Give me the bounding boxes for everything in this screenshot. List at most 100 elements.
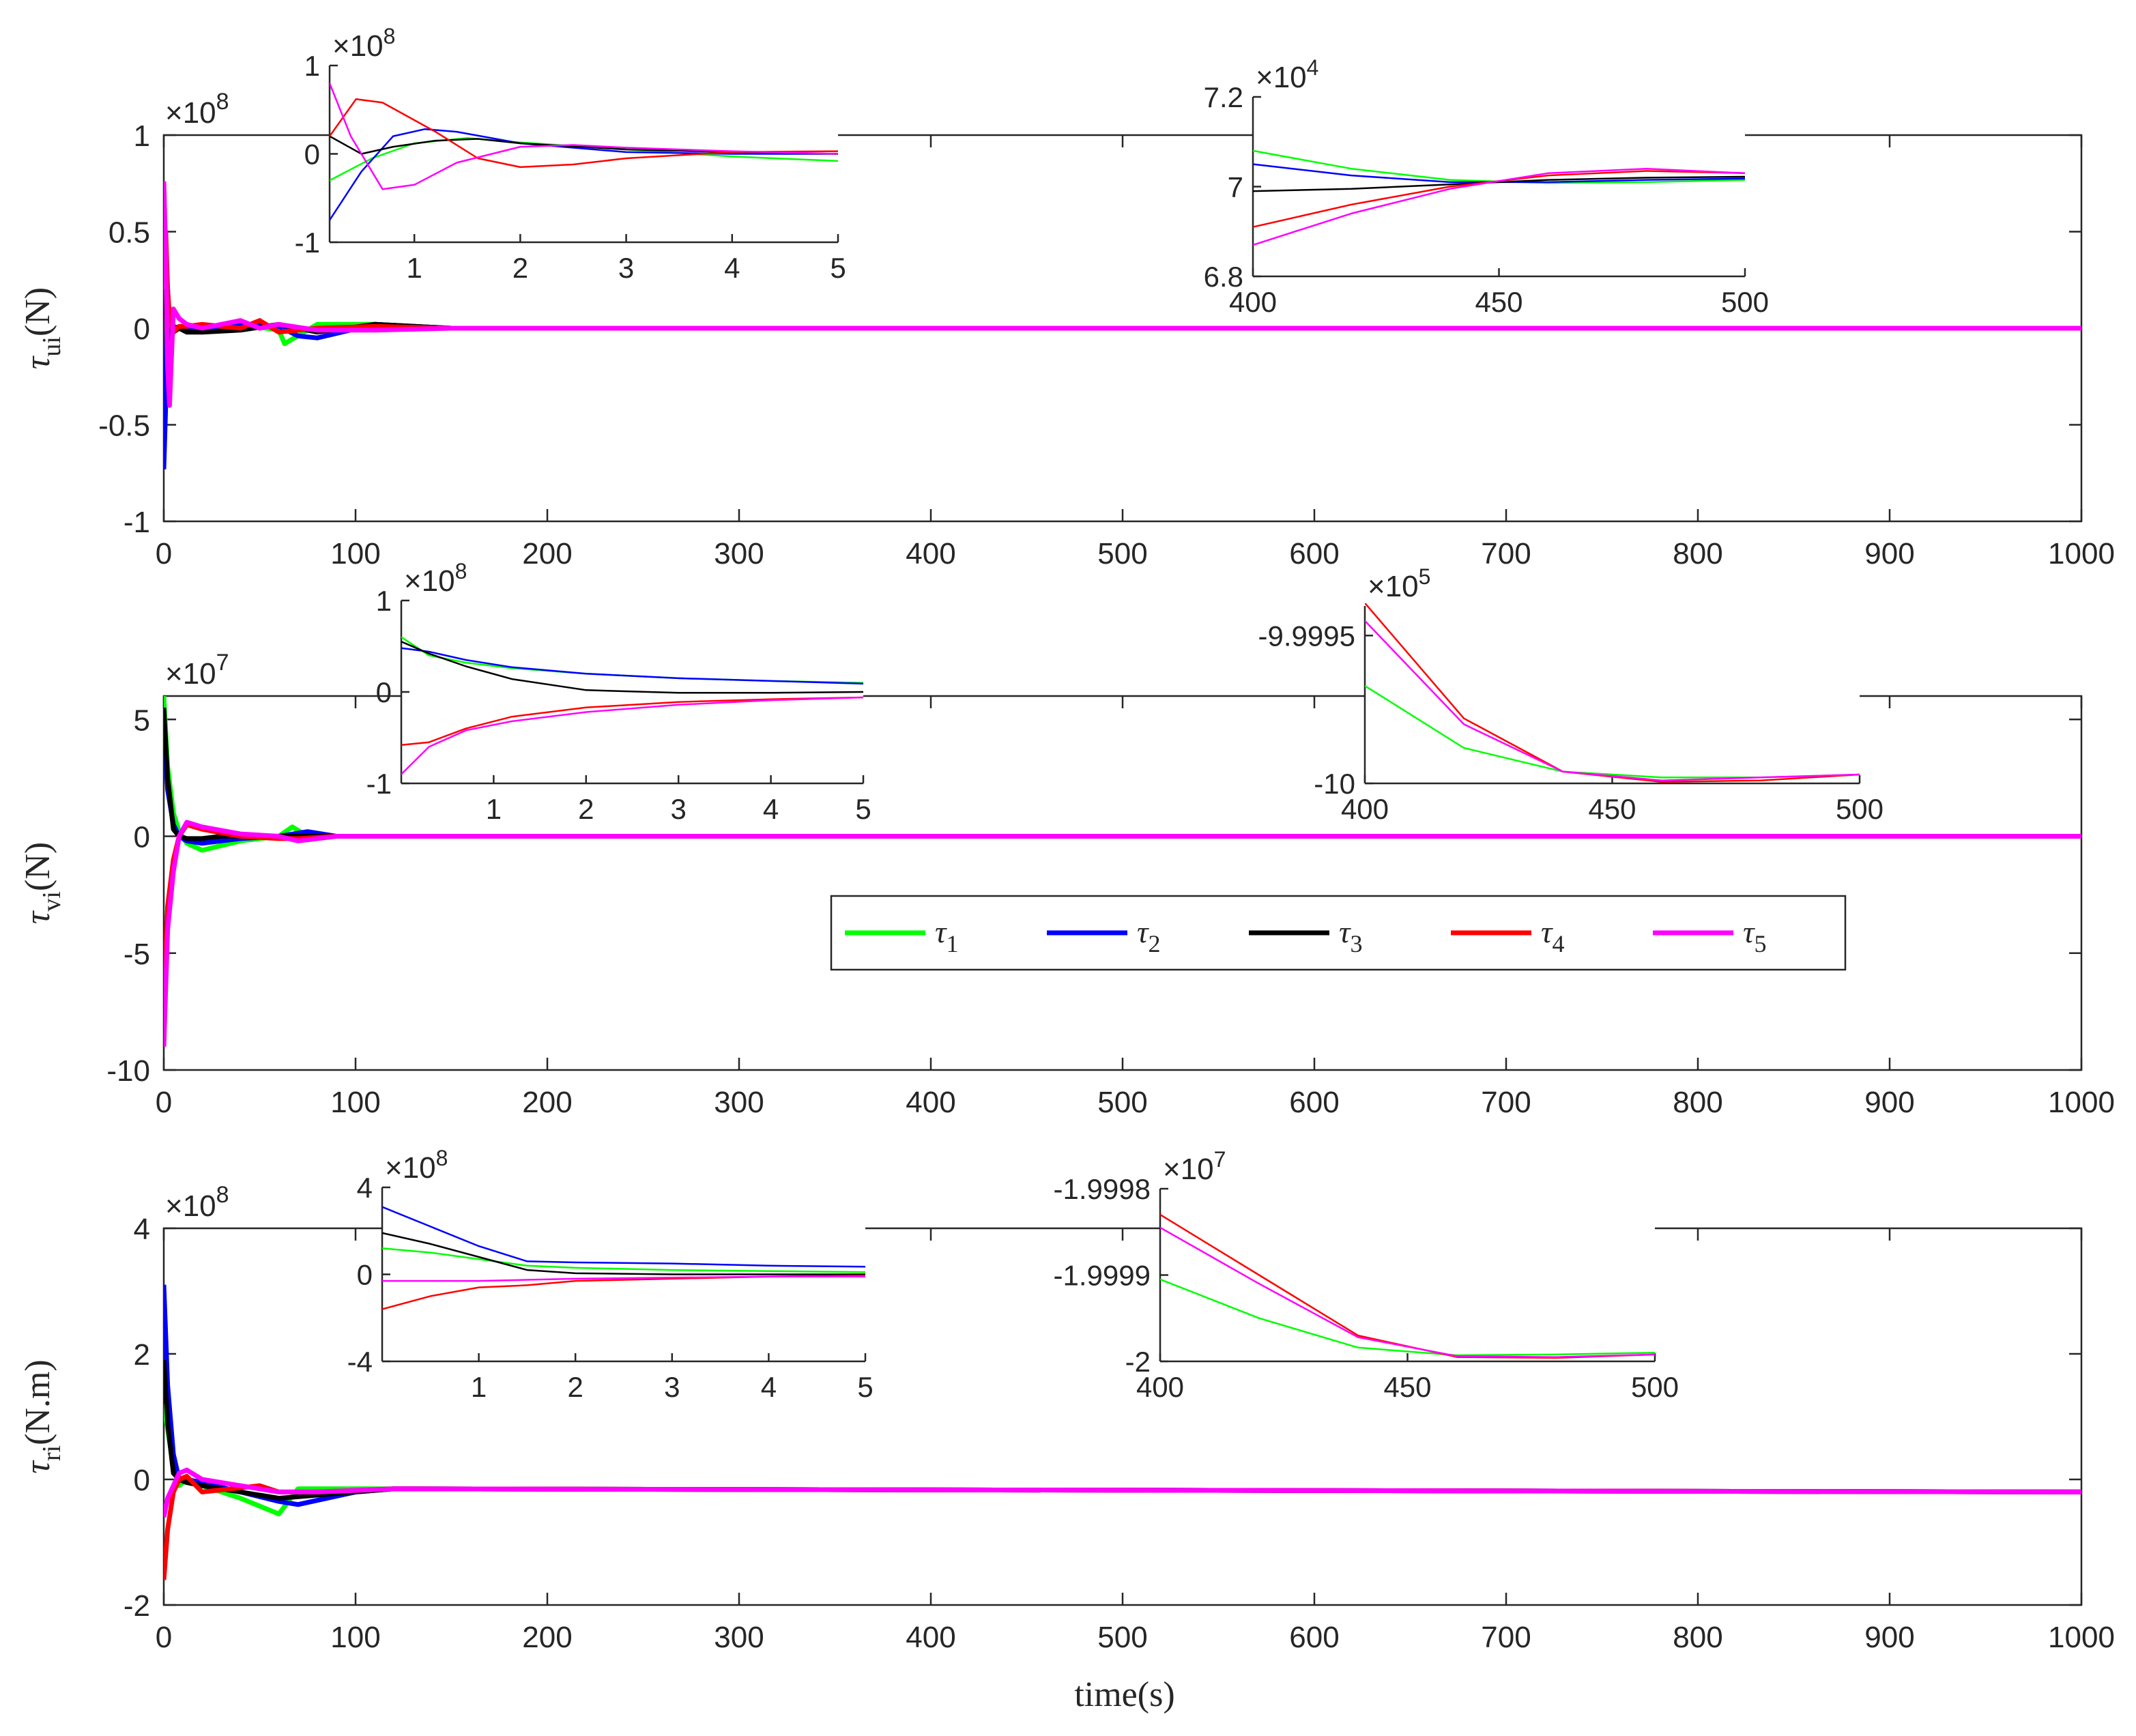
x-axis-label: time(s) xyxy=(1074,1675,1174,1714)
inset-x-tick-label: 2 xyxy=(568,1371,583,1403)
y-axis-label-r: τri(N.m) xyxy=(18,1359,66,1473)
legend-label-symbol: τ xyxy=(935,914,947,949)
legend-label-sub: 5 xyxy=(1754,930,1766,957)
legend-label-sub: 4 xyxy=(1552,930,1564,957)
y-tick-label: 5 xyxy=(134,704,150,737)
inset-series-line-tau5 xyxy=(401,696,863,775)
inset-x-tick-label: 5 xyxy=(857,1371,873,1403)
x-tick-label: 400 xyxy=(906,537,955,570)
inset-y-tick-label: -10 xyxy=(1314,768,1355,800)
x-tick-label: 0 xyxy=(156,1621,172,1654)
inset-y-tick-label: 0 xyxy=(357,1259,373,1291)
x-tick-label: 600 xyxy=(1289,537,1339,570)
y-exponent-label: ×108 xyxy=(165,1182,229,1223)
inset-u-2: 400 450 500 6.8 7 7.2 ×104 xyxy=(1204,55,1769,318)
series-line-tau3 xyxy=(164,289,2081,341)
inset-series-line-tau1 xyxy=(1160,1278,1655,1357)
x-tick-label: 0 xyxy=(156,1086,172,1119)
inset-y-tick-label: -1 xyxy=(366,768,392,800)
x-tick-label: 300 xyxy=(714,1621,764,1654)
legend-label-symbol: τ xyxy=(1339,914,1351,949)
y-tick-label: -2 xyxy=(124,1589,150,1623)
series-line-tau3 xyxy=(164,1359,2081,1501)
inset-x-tick-label: 2 xyxy=(513,252,528,284)
y-axis-label-unit: (N.m) xyxy=(18,1359,57,1445)
inset-series-line-tau1 xyxy=(382,1247,865,1273)
panel-r: 0 100 200 300 400 500 600 700 800 900 1000-2024×10… xyxy=(18,1182,2115,1654)
series-line-tau5 xyxy=(164,181,2081,408)
inset-series-line-tau5 xyxy=(382,1275,865,1282)
x-tick-label: 1000 xyxy=(2048,537,2115,570)
y-axis-label-symbol: τ xyxy=(18,1460,57,1474)
y-axis-label-symbol: τ xyxy=(18,910,57,924)
legend-label-tau2: τ2 xyxy=(1137,914,1160,957)
series-line-tau5 xyxy=(164,820,2081,1047)
inset-y-tick-label: 7 xyxy=(1228,171,1243,203)
x-tick-label: 0 xyxy=(156,537,172,570)
legend: τ1 τ2 τ3 τ4 τ5 xyxy=(830,895,1847,971)
inset-y-tick-label: 4 xyxy=(357,1172,373,1204)
inset-x-tick-label: 450 xyxy=(1383,1371,1431,1403)
legend-label-tau1: τ1 xyxy=(935,914,958,957)
x-tick-label: 200 xyxy=(522,537,572,570)
x-tick-label: 900 xyxy=(1864,1621,1914,1654)
legend-label-tau5: τ5 xyxy=(1743,914,1766,957)
inset-x-tick-label: 5 xyxy=(830,252,846,284)
y-exponent-power: 7 xyxy=(216,650,229,676)
y-axis-label-unit: (N) xyxy=(18,287,57,336)
inset-series-line-tau4 xyxy=(330,98,838,169)
x-tick-label: 400 xyxy=(906,1621,955,1654)
y-axis-label-sub: ui xyxy=(38,336,66,357)
inset-x-tick-label: 3 xyxy=(664,1371,680,1403)
inset-y-tick-label: 7.2 xyxy=(1204,81,1243,113)
inset-exponent-label: ×108 xyxy=(404,559,467,598)
inset-y-tick-label: 1 xyxy=(376,585,392,617)
inset-exponent-power: 8 xyxy=(455,559,467,583)
inset-v-1: 1 2 3 4 5 -1 0 1 ×108 xyxy=(366,559,871,825)
x-tick-label: 600 xyxy=(1289,1086,1339,1119)
inset-series-line-tau2 xyxy=(382,1206,865,1268)
x-tick-label: 100 xyxy=(330,537,380,570)
inset-background xyxy=(1365,606,1860,783)
inset-background xyxy=(1253,97,1745,276)
y-axis-label-unit: (N) xyxy=(18,842,57,891)
x-tick-label: 1000 xyxy=(2048,1086,2115,1119)
inset-series-line-tau2 xyxy=(401,647,863,685)
y-exponent-label: ×108 xyxy=(165,89,229,130)
inset-x-tick-label: 450 xyxy=(1588,793,1636,825)
x-tick-label: 500 xyxy=(1097,1086,1147,1119)
legend-label-sub: 3 xyxy=(1350,930,1362,957)
series-line-tau5 xyxy=(164,1467,2081,1518)
inset-x-tick-label: 400 xyxy=(1136,1371,1184,1403)
x-tick-label: 400 xyxy=(906,1086,955,1119)
y-tick-label: -10 xyxy=(106,1054,150,1088)
inset-y-tick-label: -1.9999 xyxy=(1054,1260,1151,1292)
inset-series-line-tau3 xyxy=(382,1232,865,1275)
x-tick-label: 600 xyxy=(1289,1621,1339,1654)
y-exponent-power: 8 xyxy=(216,1182,229,1208)
x-tick-label: 500 xyxy=(1097,1621,1147,1654)
legend-label-tau3: τ3 xyxy=(1339,914,1362,957)
inset-v-2: 400 450 500 -10 -9.9995 ×105 xyxy=(1258,564,1884,825)
legend-label-sub: 2 xyxy=(1148,930,1160,957)
inset-x-tick-label: 2 xyxy=(578,793,594,825)
x-tick-label: 100 xyxy=(330,1621,380,1654)
y-exponent-label: ×107 xyxy=(165,650,229,691)
y-tick-label: -5 xyxy=(124,938,150,971)
inset-x-tick-label: 3 xyxy=(671,793,687,825)
x-tick-label: 800 xyxy=(1673,537,1722,570)
series-line-tau2 xyxy=(164,287,2081,469)
inset-series-line-tau4 xyxy=(401,696,863,746)
inset-exponent-power: 8 xyxy=(436,1146,448,1170)
x-tick-label: 900 xyxy=(1864,537,1914,570)
x-tick-label: 200 xyxy=(522,1621,572,1654)
y-tick-label: -0.5 xyxy=(98,409,150,443)
x-tick-label: 1000 xyxy=(2048,1621,2115,1654)
panel-u: 0 100 200 300 400 500 600 700 800 900 1000 -1 -0.5 0 0… xyxy=(18,89,2115,570)
legend-label-symbol: τ xyxy=(1137,914,1149,949)
inset-y-tick-label: 1 xyxy=(304,50,320,82)
y-exponent-power: 8 xyxy=(216,89,229,115)
inset-background xyxy=(1160,1189,1655,1361)
inset-series-line-tau5 xyxy=(1365,620,1860,781)
x-tick-label: 100 xyxy=(330,1086,380,1119)
